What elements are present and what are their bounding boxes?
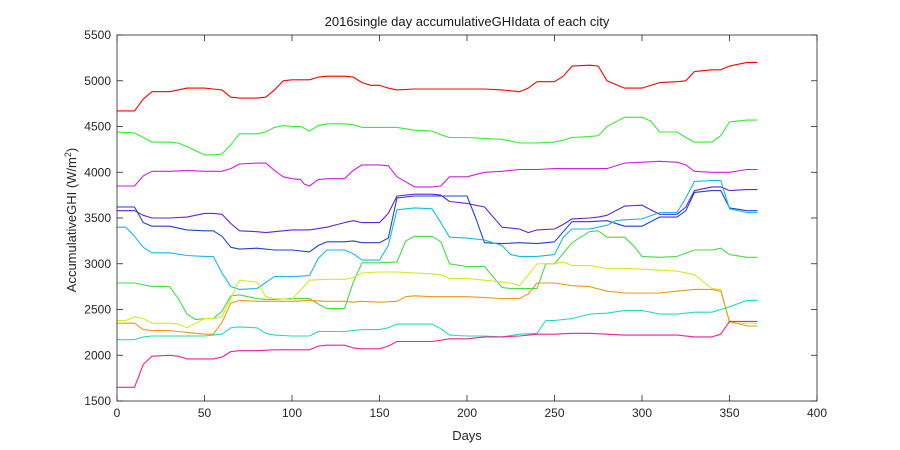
y-tick-label: 3500: [84, 211, 111, 225]
series-line-8: [117, 261, 758, 329]
x-tick-label: 400: [807, 406, 827, 420]
y-axis-label: AccumulativeGHI (W/m2): [63, 148, 79, 292]
x-tick-label: 150: [369, 406, 389, 420]
x-tick-label: 0: [114, 406, 121, 420]
x-tick-label: 250: [544, 406, 564, 420]
y-axis-label-suffix: ): [64, 148, 79, 152]
x-tick-label: 300: [632, 406, 652, 420]
series-line-9: [117, 282, 758, 335]
y-tick-label: 4000: [84, 165, 111, 179]
y-tick-label: 2000: [84, 348, 111, 362]
plot-background: [117, 35, 817, 401]
x-tick-label: 100: [282, 406, 302, 420]
y-tick-label: 2500: [84, 303, 111, 317]
y-axis-label-main: AccumulativeGHI (W/m: [64, 157, 79, 292]
series-line-6: [117, 179, 758, 290]
series-line-3: [117, 160, 758, 188]
chart-title: 2016single day accumulativeGHIdata of ea…: [325, 14, 610, 29]
series-line-5: [117, 190, 758, 253]
y-axis-label-superscript: 2: [63, 152, 73, 157]
plot-area: 0 50 100 150 200 250 300 350 400 1500 2000 2500 3000…: [84, 28, 827, 420]
y-tick-label: 5500: [84, 28, 111, 42]
y-tick-label: 1500: [84, 394, 111, 408]
series-line-1: [117, 61, 758, 112]
series-line-4: [117, 186, 758, 234]
x-tick-label: 200: [457, 406, 477, 420]
y-tick-label: 3000: [84, 257, 111, 271]
series-line-10: [117, 299, 758, 341]
y-tick-label: 5000: [84, 74, 111, 88]
x-axis-label: Days: [452, 428, 482, 443]
y-tick-label: 4500: [84, 120, 111, 134]
x-tick-label: 50: [198, 406, 212, 420]
series-line-11: [117, 320, 758, 388]
x-tick-label: 350: [719, 406, 739, 420]
series-line-2: [116, 116, 758, 156]
